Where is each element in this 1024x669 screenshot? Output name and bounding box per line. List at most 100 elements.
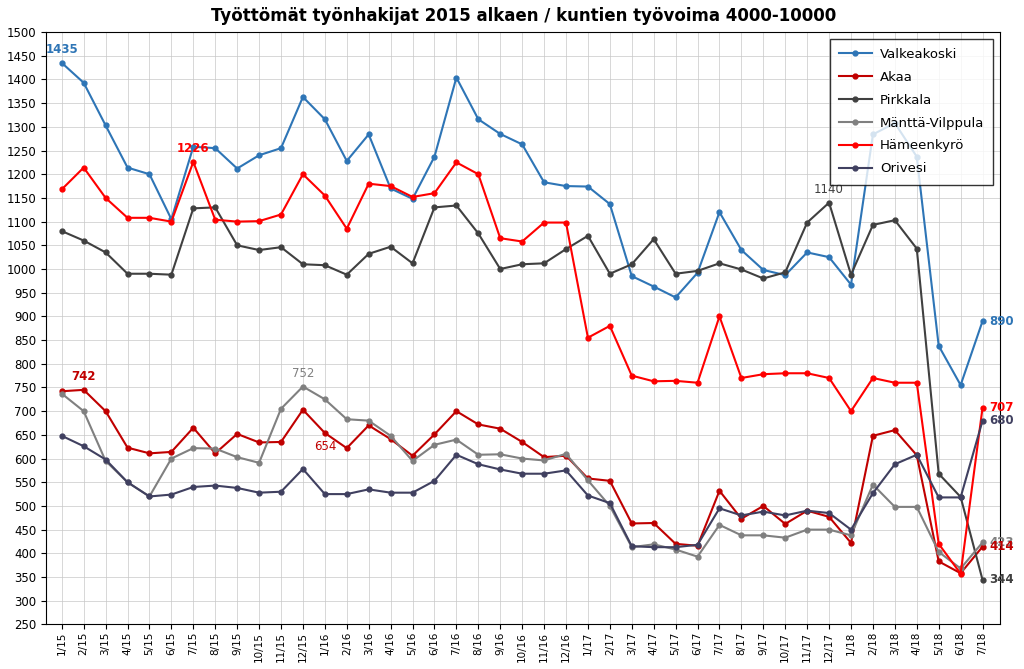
Hämeenkyrö <box>538 219 550 227</box>
Pirkkala <box>78 237 90 245</box>
Orivesi <box>472 460 484 468</box>
Hämeenkyrö <box>779 369 792 377</box>
Pirkkala <box>845 271 857 279</box>
Text: 423: 423 <box>989 536 1014 549</box>
Valkeakoski <box>165 215 177 223</box>
Akaa <box>78 386 90 394</box>
Valkeakoski <box>297 93 309 101</box>
Orivesi <box>626 542 638 550</box>
Valkeakoski <box>604 200 616 208</box>
Pirkkala <box>451 201 463 209</box>
Hämeenkyrö <box>122 214 134 222</box>
Pirkkala <box>274 244 287 252</box>
Hämeenkyrö <box>691 379 703 387</box>
Mänttä-Vilppula <box>910 503 923 511</box>
Orivesi <box>428 477 440 485</box>
Pirkkala <box>538 260 550 268</box>
Hämeenkyrö <box>209 215 221 223</box>
Valkeakoski <box>910 153 923 161</box>
Pirkkala <box>691 267 703 275</box>
Hämeenkyrö <box>516 237 528 246</box>
Valkeakoski <box>954 381 967 389</box>
Mänttä-Vilppula <box>297 383 309 391</box>
Orivesi <box>910 451 923 459</box>
Hämeenkyrö <box>341 225 353 233</box>
Pirkkala <box>670 270 682 278</box>
Akaa <box>954 569 967 577</box>
Pirkkala <box>362 250 375 258</box>
Akaa <box>670 540 682 548</box>
Orivesi <box>604 499 616 507</box>
Akaa <box>495 425 507 433</box>
Text: 742: 742 <box>72 370 96 383</box>
Orivesi <box>647 543 659 551</box>
Hämeenkyrö <box>274 211 287 219</box>
Pirkkala <box>933 470 945 478</box>
Mänttä-Vilppula <box>341 415 353 423</box>
Hämeenkyrö <box>626 371 638 379</box>
Text: 414: 414 <box>989 540 1014 553</box>
Akaa <box>122 444 134 452</box>
Pirkkala <box>866 221 879 229</box>
Akaa <box>582 474 594 482</box>
Akaa <box>143 450 156 458</box>
Orivesi <box>143 492 156 500</box>
Mänttä-Vilppula <box>604 502 616 510</box>
Orivesi <box>866 489 879 497</box>
Valkeakoski <box>341 157 353 165</box>
Akaa <box>231 430 244 438</box>
Orivesi <box>801 506 813 514</box>
Orivesi <box>187 483 200 491</box>
Hämeenkyrö <box>78 164 90 172</box>
Orivesi <box>933 494 945 502</box>
Orivesi <box>341 490 353 498</box>
Valkeakoski <box>495 130 507 138</box>
Hämeenkyrö <box>801 369 813 377</box>
Legend: Valkeakoski, Akaa, Pirkkala, Mänttä-Vilppula, Hämeenkyrö, Orivesi: Valkeakoski, Akaa, Pirkkala, Mänttä-Vilp… <box>829 39 993 185</box>
Mänttä-Vilppula <box>274 405 287 413</box>
Valkeakoski <box>99 121 112 129</box>
Valkeakoski <box>143 170 156 178</box>
Akaa <box>55 387 68 395</box>
Orivesi <box>670 543 682 551</box>
Hämeenkyrö <box>757 370 769 378</box>
Akaa <box>866 432 879 440</box>
Mänttä-Vilppula <box>384 432 396 440</box>
Valkeakoski <box>384 185 396 193</box>
Pirkkala <box>626 260 638 268</box>
Orivesi <box>231 484 244 492</box>
Valkeakoski <box>209 144 221 152</box>
Akaa <box>604 477 616 485</box>
Pirkkala <box>122 270 134 278</box>
Akaa <box>647 519 659 527</box>
Mänttä-Vilppula <box>735 531 748 539</box>
Mänttä-Vilppula <box>362 417 375 425</box>
Mänttä-Vilppula <box>143 492 156 500</box>
Pirkkala <box>55 227 68 235</box>
Pirkkala <box>297 260 309 268</box>
Akaa <box>451 407 463 415</box>
Orivesi <box>274 488 287 496</box>
Akaa <box>407 452 419 460</box>
Orivesi <box>845 526 857 534</box>
Akaa <box>977 543 989 551</box>
Valkeakoski <box>187 142 200 151</box>
Orivesi <box>560 466 572 474</box>
Valkeakoski <box>55 59 68 67</box>
Hämeenkyrö <box>297 170 309 178</box>
Mänttä-Vilppula <box>691 553 703 561</box>
Mänttä-Vilppula <box>495 450 507 458</box>
Pirkkala <box>209 203 221 211</box>
Akaa <box>209 450 221 458</box>
Akaa <box>472 420 484 428</box>
Valkeakoski <box>823 253 836 261</box>
Hämeenkyrö <box>735 374 748 382</box>
Valkeakoski <box>78 79 90 87</box>
Text: 1435: 1435 <box>45 43 78 56</box>
Hämeenkyrö <box>451 159 463 167</box>
Valkeakoski <box>866 130 879 138</box>
Hämeenkyrö <box>647 377 659 385</box>
Hämeenkyrö <box>954 570 967 578</box>
Line: Hämeenkyrö: Hämeenkyrö <box>59 159 985 576</box>
Valkeakoski <box>516 140 528 149</box>
